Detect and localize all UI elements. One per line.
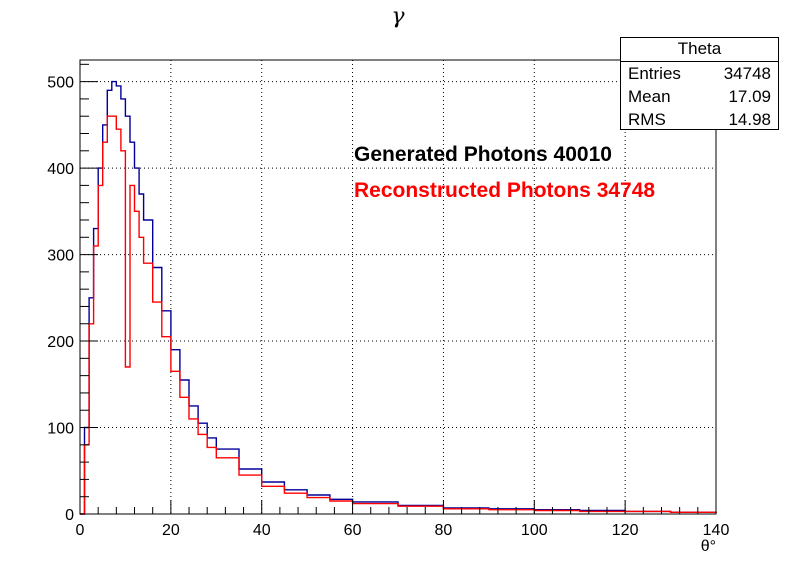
stats-row-entries: Entries 34748 <box>621 62 778 85</box>
x-tick-label: 40 <box>253 522 271 539</box>
x-tick-label: 20 <box>162 522 180 539</box>
stats-label: Entries <box>628 64 681 83</box>
y-tick-label: 0 <box>65 507 74 524</box>
y-tick-label: 400 <box>47 161 74 178</box>
plot-frame <box>79 59 717 515</box>
x-tick-label: 100 <box>521 522 548 539</box>
x-tick-label: 60 <box>344 522 362 539</box>
x-tick-label: 0 <box>76 522 85 539</box>
x-tick-label: 140 <box>703 522 730 539</box>
stats-value: 17.09 <box>728 87 771 106</box>
annotation-generated-photons: Generated Photons 40010 <box>354 143 612 166</box>
stats-value: 34748 <box>723 64 771 83</box>
y-tick-label: 200 <box>47 334 74 351</box>
x-axis-label: θ° <box>701 538 716 555</box>
stats-row-mean: Mean 17.09 <box>621 85 778 108</box>
y-tick-label: 500 <box>47 75 74 92</box>
stats-row-rms: RMS 14.98 <box>621 108 778 131</box>
stats-value: 14.98 <box>728 110 771 129</box>
stats-label: RMS <box>628 110 666 129</box>
axes: 0 20 40 60 80 100 120 140 0 100 200 300 400 500 <box>47 63 730 539</box>
stats-box: Theta Entries 34748 Mean 17.09 RMS 14.98 <box>620 37 779 130</box>
annotation-reconstructed-photons: Reconstructed Photons 34748 <box>354 179 656 202</box>
stats-label: Mean <box>628 87 671 106</box>
y-tick-label: 300 <box>47 248 74 265</box>
x-tick-label: 80 <box>435 522 453 539</box>
series-line-reconstructed <box>80 115 717 515</box>
stats-box-title: Theta <box>621 38 778 62</box>
y-tick-label: 100 <box>47 421 74 438</box>
x-tick-label: 120 <box>612 522 639 539</box>
chart-title: γ <box>391 4 405 29</box>
